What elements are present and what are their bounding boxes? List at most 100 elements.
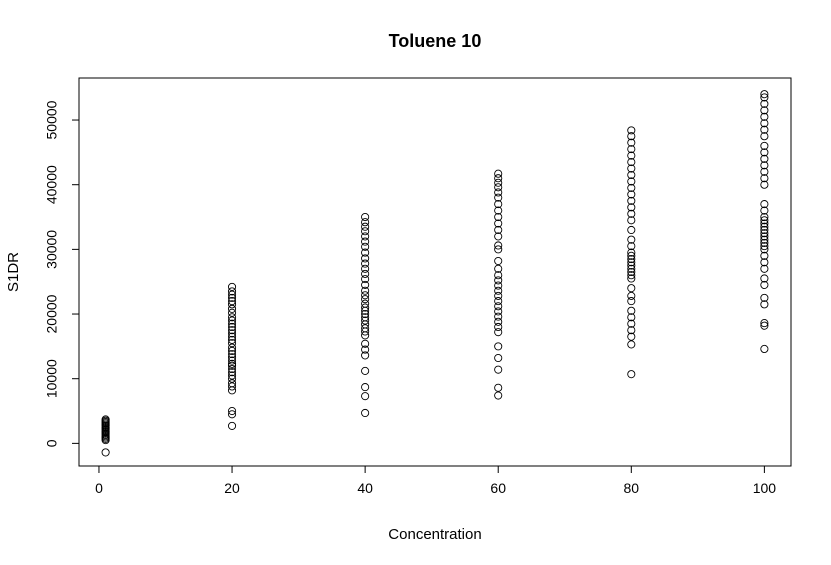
data-point	[361, 309, 370, 319]
data-point	[227, 293, 237, 302]
data-point	[361, 299, 370, 308]
data-point	[760, 242, 769, 251]
y-tick-label: 30000	[44, 230, 60, 269]
data-point	[227, 316, 237, 325]
data-point	[627, 274, 636, 283]
data-point	[494, 193, 503, 202]
data-point	[227, 421, 237, 430]
data-point	[760, 235, 769, 244]
data-point	[494, 353, 503, 363]
data-point	[627, 340, 636, 349]
data-point	[627, 225, 636, 235]
data-point	[494, 256, 503, 266]
data-point	[760, 258, 769, 267]
data-point	[361, 275, 370, 284]
data-point	[227, 356, 237, 365]
data-point	[760, 229, 769, 238]
data-point	[760, 154, 769, 163]
data-point	[361, 264, 370, 273]
y-tick-label: 40000	[44, 165, 60, 204]
data-point	[494, 328, 503, 337]
data-point	[627, 284, 636, 293]
data-point	[627, 332, 636, 341]
data-point	[361, 254, 370, 263]
data-point	[494, 178, 503, 187]
y-tick-label: 50000	[44, 100, 60, 139]
data-point	[227, 308, 237, 317]
data-point	[627, 306, 636, 315]
y-axis-label: S1DR	[5, 252, 22, 292]
x-tick-label: 60	[490, 480, 506, 496]
data-point	[627, 291, 636, 300]
data-point	[227, 300, 237, 309]
data-point	[494, 271, 503, 280]
y-axis: 0 10000 20000 30000 40000 50000	[44, 100, 80, 447]
data-point	[227, 346, 237, 355]
data-point	[227, 329, 237, 338]
data-point	[361, 303, 370, 312]
data-point	[494, 286, 503, 295]
x-tick-label: 80	[624, 480, 640, 496]
data-point	[227, 332, 237, 341]
data-point	[760, 216, 769, 225]
data-point	[361, 392, 370, 401]
data-point	[494, 232, 503, 241]
data-point	[494, 188, 503, 197]
data-point	[361, 383, 370, 392]
data-point	[760, 274, 769, 283]
data-point	[494, 206, 503, 215]
data-point	[627, 297, 636, 306]
data-point	[227, 371, 237, 380]
data-point	[227, 361, 237, 370]
data-point	[227, 368, 237, 377]
data-point	[627, 326, 636, 335]
data-point	[227, 287, 237, 296]
data-point	[227, 406, 237, 416]
data-point	[627, 267, 636, 277]
data-point	[760, 148, 769, 157]
data-point	[494, 200, 503, 209]
data-point	[361, 345, 370, 354]
data-point	[227, 353, 237, 362]
data-point	[627, 271, 636, 280]
data-point	[361, 280, 370, 289]
data-point	[361, 351, 370, 360]
data-point	[760, 206, 769, 215]
data-point	[227, 350, 237, 359]
data-point	[760, 119, 769, 128]
data-point	[760, 99, 769, 108]
data-point	[361, 295, 370, 304]
data-point	[361, 218, 370, 227]
data-point	[227, 319, 237, 328]
data-point	[227, 304, 237, 313]
data-point	[760, 219, 769, 228]
data-point	[627, 251, 636, 260]
data-point	[227, 322, 237, 332]
data-point	[494, 291, 503, 300]
data-point	[627, 170, 636, 180]
data-point	[627, 264, 636, 273]
data-point	[760, 344, 769, 354]
data-point	[627, 138, 636, 147]
data-point	[760, 125, 769, 134]
data-point	[760, 232, 769, 241]
data-point	[227, 326, 237, 335]
data-point	[627, 151, 636, 160]
data-point	[227, 374, 237, 383]
x-tick-label: 40	[357, 480, 373, 496]
data-point	[227, 382, 237, 391]
data-point	[494, 391, 503, 400]
x-axis: 0 20 40 60 80 100	[95, 465, 776, 496]
data-point	[627, 209, 636, 218]
data-point	[760, 106, 769, 115]
data-points	[101, 90, 769, 457]
data-point	[494, 317, 503, 326]
data-point	[494, 383, 503, 392]
data-point	[361, 269, 370, 278]
y-tick-label: 20000	[44, 294, 60, 333]
y-tick-label: 10000	[44, 359, 60, 398]
data-point	[760, 319, 769, 328]
data-point	[627, 177, 636, 186]
data-point	[627, 242, 636, 251]
data-point	[494, 312, 503, 321]
